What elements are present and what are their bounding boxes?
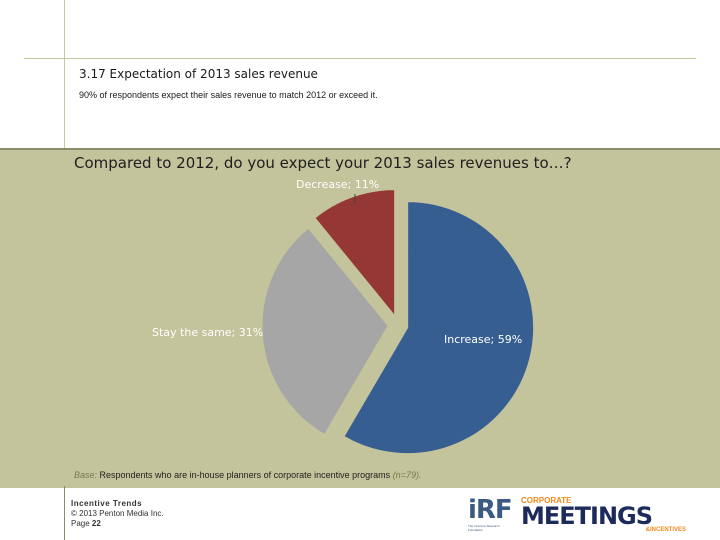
footer-page: Page 22 xyxy=(71,519,164,529)
footer-page-number: 22 xyxy=(91,519,101,528)
footer-page-prefix: Page xyxy=(71,519,92,528)
cmi-logo-bottom: &INCENTIVES xyxy=(645,527,686,533)
base-text: Respondents who are in-house planners of… xyxy=(97,470,393,480)
pie-slice-increase xyxy=(343,201,535,455)
chart-title: Compared to 2012, do you expect your 201… xyxy=(74,154,572,172)
base-note: Base: Respondents who are in-house plann… xyxy=(74,470,421,480)
pie-slice-decrease xyxy=(314,189,396,317)
slice-label-increase: Increase; 59% xyxy=(444,333,523,346)
footer: Incentive Trends © 2013 Penton Media Inc… xyxy=(71,499,164,529)
irf-logo-tagline: The Incentive Research Foundation xyxy=(468,524,500,532)
slice-label-decrease: Decrease; 11% xyxy=(296,178,380,191)
top-rule xyxy=(24,58,696,59)
irf-logo-text: iRF xyxy=(468,495,513,525)
pie-slice-stay-same xyxy=(261,227,389,436)
left-rule xyxy=(64,0,65,148)
cmi-logo-main: MEETINGS xyxy=(521,502,653,530)
irf-logo: iRF The Incentive Research Foundation xyxy=(468,496,514,532)
section-subtitle: 90% of respondents expect their sales re… xyxy=(79,90,378,100)
section-title: 3.17 Expectation of 2013 sales revenue xyxy=(79,67,318,81)
cmi-logo-top: CORPORATE xyxy=(521,496,572,505)
footer-copyright: © 2013 Penton Media Inc. xyxy=(71,509,164,518)
base-prefix: Base: xyxy=(74,470,98,480)
footer-rule xyxy=(64,486,65,540)
footer-brand: Incentive Trends xyxy=(71,499,143,508)
cmi-logo: CORPORATE MEETINGS &INCENTIVES xyxy=(521,496,686,533)
base-n: (n=79). xyxy=(392,470,422,480)
slice-label-stay-same: Stay the same; 31% xyxy=(152,326,264,339)
